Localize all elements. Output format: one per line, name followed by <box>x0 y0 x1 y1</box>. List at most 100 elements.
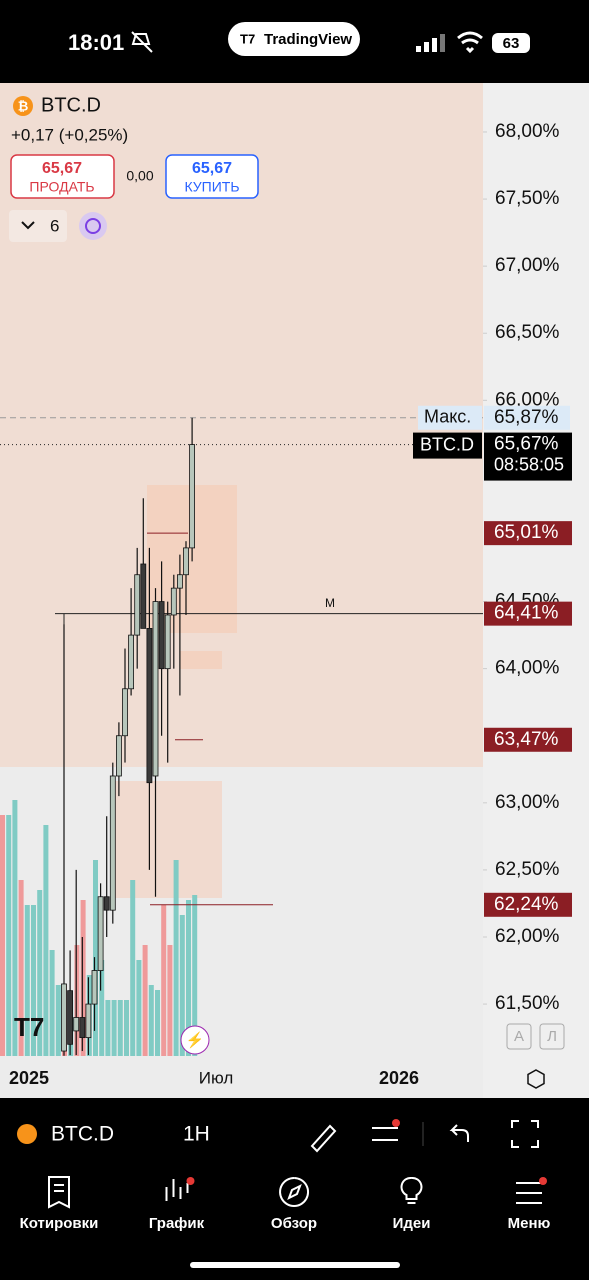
price-axis <box>483 83 589 1098</box>
x-label: 2025 <box>9 1068 49 1088</box>
buy-label: КУПИТЬ <box>184 179 239 195</box>
plot: 68,00%67,50%67,00%66,50%66,00%64,50%64,0… <box>0 121 572 1056</box>
price-tag-label: 65,01% <box>494 522 559 543</box>
candle-body <box>73 1017 80 1032</box>
nav: Котировки График Обзор Идеи Меню <box>20 1176 551 1232</box>
fullscreen[interactable] <box>511 1120 539 1148</box>
y-tick-label: 66,50% <box>495 322 560 343</box>
candle-body <box>152 601 159 777</box>
candle-body <box>140 563 147 629</box>
toolbar-symbol[interactable]: BTC.D <box>51 1123 114 1146</box>
zone <box>180 651 222 669</box>
tv-watermark: T7 <box>14 1012 44 1042</box>
toolbar-interval[interactable]: 1H <box>183 1123 210 1146</box>
log-scale-button[interactable] <box>539 1023 565 1050</box>
app-name: TradingView <box>264 31 352 48</box>
btc-icon <box>17 1124 37 1144</box>
price-tag <box>484 521 572 546</box>
signal-icon <box>416 34 445 52</box>
candle-body <box>164 614 171 670</box>
badge <box>186 1177 195 1185</box>
wifi-icon <box>457 31 483 54</box>
candle-body <box>158 601 165 670</box>
y-tick-label: 67,50% <box>495 188 560 209</box>
candle-body <box>85 1003 92 1039</box>
nav-icon <box>48 1176 70 1209</box>
candle-body <box>91 970 98 1005</box>
home-indicator <box>190 1262 400 1268</box>
symbol-tag <box>413 432 482 459</box>
sell-button[interactable] <box>10 154 115 199</box>
candle-body <box>61 983 67 1052</box>
undo[interactable] <box>449 1124 469 1142</box>
tv-logo: T7 <box>240 31 255 46</box>
nav-label[interactable]: Идеи <box>393 1215 431 1232</box>
countdown: 08:58:05 <box>494 454 564 474</box>
auto-scale-label: A <box>514 1028 524 1045</box>
volume-bar <box>111 1000 117 1056</box>
price-tag <box>484 405 570 430</box>
nav-label[interactable]: Котировки <box>20 1215 99 1232</box>
y-tick-label: 64,00% <box>495 658 560 679</box>
volume-bar <box>6 815 12 1056</box>
candle-body <box>170 587 177 616</box>
nav-label[interactable]: График <box>149 1215 205 1232</box>
candle-body <box>97 896 104 971</box>
line-label: M <box>325 596 335 610</box>
volume-bar <box>80 900 86 1056</box>
volume-bar <box>105 1000 111 1056</box>
y-tick-label: 61,50% <box>495 993 560 1014</box>
candle-body <box>67 990 73 1045</box>
auto-scale-button[interactable] <box>506 1023 532 1050</box>
candle-body <box>189 444 196 549</box>
nav-label[interactable]: Меню <box>508 1215 551 1232</box>
candle-body <box>122 688 128 737</box>
volume-bar <box>173 860 179 1056</box>
volume-bar <box>130 880 136 1056</box>
x-label: Июл <box>199 1068 234 1087</box>
sync-button[interactable] <box>79 212 107 240</box>
candle-body <box>134 574 141 636</box>
price-tag-label: 62,24% <box>494 894 559 915</box>
clock: 18:01 <box>68 30 124 55</box>
indicator-count: 6 <box>50 216 59 235</box>
candle-body <box>109 775 116 911</box>
volume-bar <box>192 895 198 1056</box>
nav-label[interactable]: Обзор <box>271 1215 317 1232</box>
price-tag-label: 63,47% <box>494 729 559 750</box>
volume-bar <box>136 960 142 1056</box>
battery <box>492 33 530 53</box>
buy-button[interactable] <box>165 154 259 199</box>
volume-bar <box>124 1000 129 1056</box>
candle-body <box>103 896 110 911</box>
indicators-toggle[interactable] <box>9 210 67 242</box>
symbol-tag-label: BTC.D <box>420 434 474 454</box>
volume-bar <box>148 985 154 1056</box>
sell-price: 65,67 <box>42 160 82 177</box>
badge <box>539 1177 547 1185</box>
x-label: 2026 <box>379 1068 419 1088</box>
app-pill <box>228 22 360 56</box>
volume-bar <box>99 960 105 1056</box>
volume-bar <box>31 905 36 1056</box>
volume-bar <box>24 905 30 1056</box>
battery-level: 63 <box>503 35 520 52</box>
volume-bar <box>142 945 148 1056</box>
settings-icon[interactable] <box>527 1069 545 1089</box>
spread: 0,00 <box>126 168 153 184</box>
price-tag <box>484 892 572 917</box>
max-label: Макс. <box>424 407 471 427</box>
candle-body <box>183 547 189 576</box>
alert-button[interactable] <box>180 1025 210 1055</box>
volume-bar <box>117 1000 123 1056</box>
draw-tool[interactable] <box>310 1124 337 1153</box>
badge <box>392 1119 400 1127</box>
y-tick-label: 62,00% <box>495 926 560 947</box>
indicators-tool[interactable] <box>372 1127 398 1141</box>
y-tick-label: 62,50% <box>495 859 560 880</box>
volume-bar <box>0 815 5 1056</box>
nav-icon <box>400 1176 423 1204</box>
volume-bar <box>179 915 185 1056</box>
